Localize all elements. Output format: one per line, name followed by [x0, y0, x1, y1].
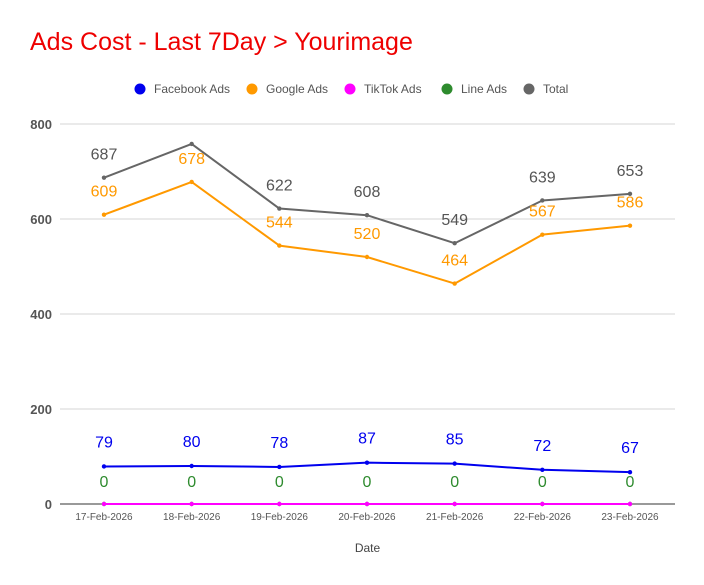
data-label-line-ads: 0: [538, 474, 547, 491]
legend-entry-total: Total: [543, 82, 568, 96]
data-label-google-ads: 678: [178, 151, 205, 168]
x-axis-title: Date: [355, 541, 381, 555]
data-label-facebook-ads: 72: [533, 438, 551, 455]
data-point-tiktok-ads: [101, 501, 107, 507]
x-tick-label: 20-Feb-2026: [338, 512, 396, 523]
x-tick-label: 18-Feb-2026: [163, 512, 221, 523]
data-label-google-ads: 586: [617, 195, 644, 212]
data-point-total: [452, 241, 457, 246]
data-label-line-ads: 0: [275, 474, 284, 491]
legend-marker-total: [523, 83, 535, 95]
data-label-facebook-ads: 87: [358, 431, 376, 448]
data-label-google-ads: 544: [266, 215, 293, 232]
legend-entry-tiktok-ads: TikTok Ads: [364, 82, 422, 96]
data-label-facebook-ads: 78: [270, 435, 288, 452]
data-point-tiktok-ads: [189, 501, 194, 507]
legend-marker-facebook-ads: [134, 83, 146, 95]
data-point-google-ads: [189, 179, 194, 185]
data-point-tiktok-ads: [627, 501, 633, 507]
data-point-google-ads: [277, 243, 282, 248]
y-tick-label: 400: [30, 307, 52, 322]
y-tick-label: 600: [30, 212, 52, 227]
data-label-total: 622: [266, 178, 293, 195]
data-point-google-ads: [540, 232, 545, 237]
data-point-facebook-ads: [364, 460, 370, 465]
data-point-total: [540, 198, 545, 203]
y-tick-label: 800: [30, 117, 52, 132]
data-point-total: [277, 206, 282, 211]
legend-marker-tiktok-ads: [344, 83, 356, 95]
x-tick-label: 21-Feb-2026: [426, 512, 484, 523]
data-label-facebook-ads: 79: [95, 434, 113, 451]
data-label-google-ads: 464: [441, 253, 468, 270]
chart-title: Ads Cost - Last 7Day > Yourimage: [30, 28, 413, 56]
data-point-facebook-ads: [540, 467, 545, 472]
data-point-tiktok-ads: [540, 501, 545, 507]
data-point-tiktok-ads: [452, 501, 457, 507]
legend-marker-google-ads: [246, 83, 258, 95]
data-label-total: 549: [441, 212, 468, 229]
data-label-google-ads: 567: [529, 204, 556, 221]
data-label-facebook-ads: 85: [446, 432, 464, 449]
data-point-google-ads: [627, 223, 633, 228]
data-label-line-ads: 0: [363, 474, 372, 491]
data-label-line-ads: 0: [187, 474, 196, 491]
data-point-tiktok-ads: [364, 501, 370, 507]
data-point-total: [189, 141, 194, 147]
data-label-line-ads: 0: [450, 474, 459, 491]
data-point-total: [364, 213, 370, 218]
data-label-google-ads: 520: [354, 226, 381, 243]
data-label-total: 653: [617, 163, 644, 180]
data-label-facebook-ads: 67: [621, 440, 639, 457]
data-point-facebook-ads: [452, 461, 457, 466]
x-tick-label: 17-Feb-2026: [75, 512, 133, 523]
data-label-facebook-ads: 80: [183, 434, 201, 451]
data-label-total: 687: [91, 147, 118, 164]
data-point-facebook-ads: [277, 464, 282, 470]
data-point-facebook-ads: [627, 469, 633, 475]
data-point-google-ads: [364, 254, 370, 260]
x-tick-label: 23-Feb-2026: [601, 512, 659, 523]
data-point-total: [627, 191, 633, 197]
data-point-facebook-ads: [189, 463, 194, 469]
data-label-google-ads: 609: [91, 184, 118, 201]
data-label-line-ads: 0: [626, 474, 635, 491]
y-tick-label: 200: [30, 402, 52, 417]
data-point-tiktok-ads: [277, 501, 282, 507]
legend-marker-line-ads: [441, 83, 453, 95]
data-label-line-ads: 0: [100, 474, 109, 491]
legend-entry-google-ads: Google Ads: [266, 82, 328, 96]
legend-entry-facebook-ads: Facebook Ads: [154, 82, 230, 96]
legend-entry-line-ads: Line Ads: [461, 82, 507, 96]
data-point-google-ads: [452, 281, 457, 286]
data-label-total: 639: [529, 169, 556, 186]
data-point-google-ads: [101, 212, 107, 217]
data-label-total: 608: [354, 184, 381, 201]
data-point-facebook-ads: [101, 464, 107, 469]
y-tick-label: 0: [45, 497, 52, 512]
x-tick-label: 19-Feb-2026: [251, 512, 309, 523]
x-tick-label: 22-Feb-2026: [514, 512, 572, 523]
data-point-total: [101, 175, 107, 180]
